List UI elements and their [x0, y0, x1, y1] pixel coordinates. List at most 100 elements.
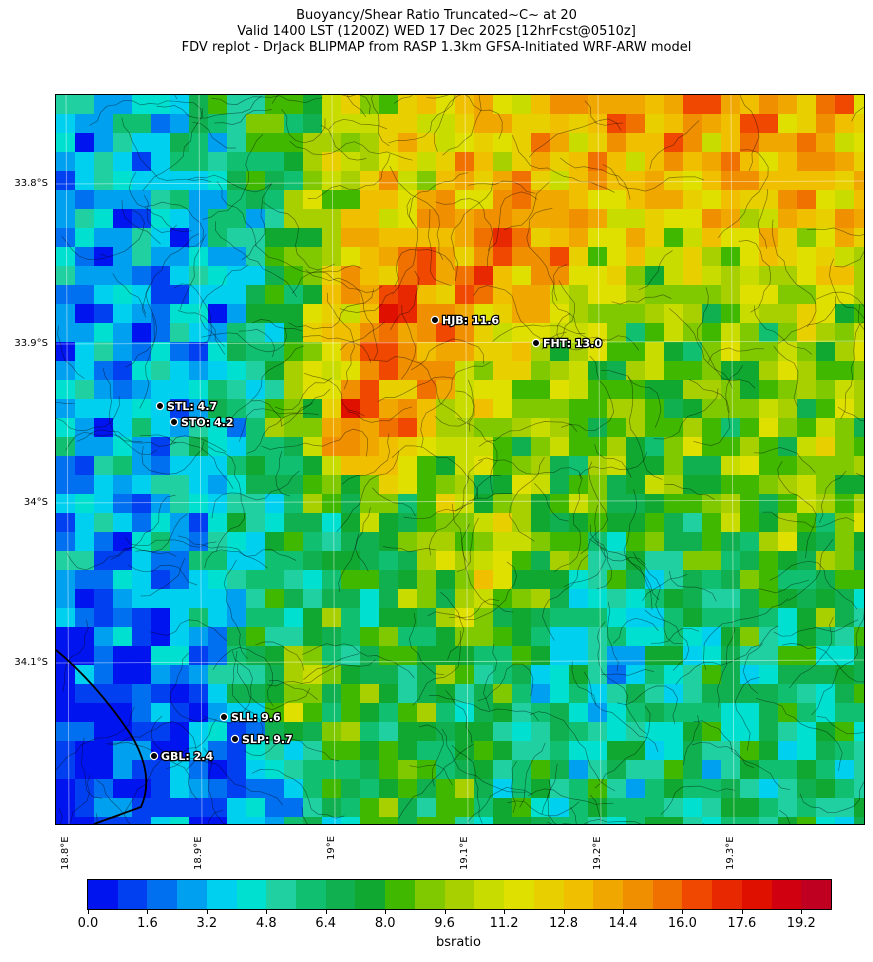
grid-cell: [151, 361, 171, 381]
grid-cell: [417, 437, 437, 457]
station-marker[interactable]: [230, 734, 240, 744]
contour-line: [664, 484, 715, 500]
grid-cell: [626, 209, 646, 229]
grid-cell: [360, 532, 380, 552]
grid-cell: [531, 570, 551, 590]
grid-cell: [56, 475, 76, 495]
grid-cell: [493, 228, 513, 248]
grid-cell: [569, 437, 589, 457]
grid-cell: [303, 779, 323, 799]
contour-line: [534, 482, 569, 522]
station-sto[interactable]: STO: 4.2: [169, 415, 235, 430]
station-fht[interactable]: FHT: 13.0: [531, 336, 604, 351]
forecast-map[interactable]: HJB: 11.6 FHT: 13.0 STL: 4.7 STO: 4.2 SLL: 9…: [55, 94, 865, 825]
grid-cell: [341, 817, 361, 824]
grid-cell: [303, 380, 323, 400]
station-slp[interactable]: SLP: 9.7: [230, 732, 294, 747]
station-marker[interactable]: [219, 712, 229, 722]
contour-line: [109, 742, 198, 800]
grid-cell: [569, 133, 589, 153]
station-gbl[interactable]: GBL: 2.4: [149, 749, 215, 764]
grid-cell: [322, 285, 342, 305]
contour-line: [707, 347, 765, 363]
colorbar-swatch: [296, 880, 326, 909]
grid-cell: [531, 285, 551, 305]
grid-cell: [683, 266, 703, 286]
grid-cell: [170, 304, 190, 324]
grid-cell: [94, 342, 114, 362]
grid-cell: [835, 418, 855, 438]
grid-cell: [493, 684, 513, 704]
grid-cell: [341, 209, 361, 229]
grid-cell: [721, 741, 741, 761]
grid-cell: [740, 323, 760, 343]
station-marker[interactable]: [430, 315, 440, 325]
grid-cell: [303, 95, 323, 115]
grid-cell: [531, 456, 551, 476]
grid-cell: [550, 266, 570, 286]
grid-cell: [474, 551, 494, 571]
grid-cell: [531, 399, 551, 419]
grid-cell: [854, 209, 864, 229]
grid-cell: [322, 437, 342, 457]
grid-cell: [721, 665, 741, 685]
contour-line: [451, 745, 483, 824]
grid-cell: [322, 627, 342, 647]
station-marker[interactable]: [149, 751, 159, 761]
contour-line: [268, 680, 318, 700]
station-marker[interactable]: [169, 417, 179, 427]
grid-cell: [512, 323, 532, 343]
grid-cell: [493, 741, 513, 761]
grid-cell: [75, 513, 95, 533]
grid-cell: [493, 494, 513, 514]
grid-cell: [56, 323, 76, 343]
grid-cell: [246, 513, 266, 533]
grid-cell: [151, 209, 171, 229]
grid-cell: [341, 684, 361, 704]
station-hjb[interactable]: HJB: 11.6: [430, 313, 501, 328]
grid-cell: [417, 323, 437, 343]
grid-cell: [740, 760, 760, 780]
grid-cell: [56, 304, 76, 324]
contour-line: [597, 538, 653, 610]
grid-cell: [702, 513, 722, 533]
contour-line: [338, 533, 360, 593]
grid-cell: [778, 779, 798, 799]
station-stl[interactable]: STL: 4.7: [155, 399, 218, 414]
grid-cell: [398, 247, 418, 267]
contour-line: [547, 819, 642, 824]
grid-cell: [740, 342, 760, 362]
grid-cell: [417, 817, 437, 824]
grid-cell: [455, 532, 475, 552]
grid-cell: [797, 456, 817, 476]
grid-cell: [227, 399, 247, 419]
station-sll[interactable]: SLL: 9.6: [219, 710, 282, 725]
contour-line: [426, 95, 503, 140]
grid-cell: [607, 418, 627, 438]
grid-cell: [854, 494, 864, 514]
colorbar-tick: [88, 909, 89, 914]
contour-line: [141, 233, 200, 318]
contour-line: [441, 728, 526, 793]
grid-cell: [151, 684, 171, 704]
grid-cell: [113, 152, 133, 172]
grid-cell: [835, 342, 855, 362]
grid-cell: [75, 532, 95, 552]
station-marker[interactable]: [531, 338, 541, 348]
grid-cell: [759, 380, 779, 400]
grid-cell: [702, 551, 722, 571]
colorbar-swatch: [622, 880, 653, 909]
station-marker[interactable]: [155, 401, 165, 411]
grid-cell: [474, 627, 494, 647]
grid-cell: [664, 228, 684, 248]
lat-label-34-0: 34°S: [23, 497, 48, 508]
grid-cell: [607, 589, 627, 609]
grid-cell: [721, 722, 741, 742]
grid-cell: [360, 133, 380, 153]
grid-cell: [113, 570, 133, 590]
grid-cell: [835, 114, 855, 134]
grid-cell: [759, 722, 779, 742]
grid-cell: [379, 228, 399, 248]
contour-line: [528, 788, 614, 805]
